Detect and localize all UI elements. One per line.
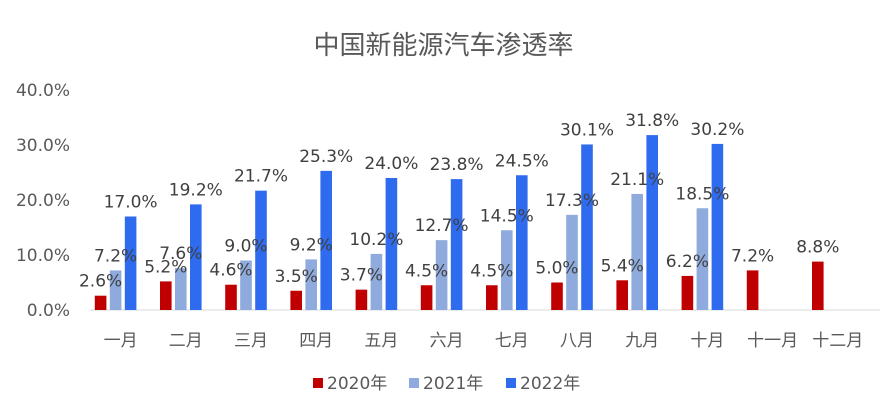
y-tick-label: 20.0% [16, 191, 70, 211]
x-tick-label: 六月 [430, 331, 464, 351]
bar-2021年-三月 [240, 260, 252, 310]
bar-2022年-一月 [124, 216, 137, 310]
bar-2020年-十一月 [746, 270, 759, 310]
data-label-2022年-五月: 24.0% [364, 154, 418, 174]
data-label-2022年-一月: 17.0% [104, 193, 158, 213]
bar-2021年-四月 [305, 259, 317, 310]
data-label-2022年-八月: 30.1% [560, 120, 614, 140]
data-label-2020年-十月: 6.2% [666, 252, 709, 272]
x-tick-label: 五月 [364, 331, 398, 351]
bar-2022年-九月 [646, 135, 658, 310]
bar-2020年-二月 [160, 281, 172, 310]
bar-2021年-一月 [109, 270, 122, 310]
data-label-2020年-五月: 3.7% [340, 266, 383, 286]
data-label-2021年-九月: 21.1% [610, 170, 664, 190]
data-label-2020年-四月: 3.5% [275, 267, 318, 287]
y-tick-label: 0.0% [27, 301, 70, 321]
x-tick-label: 四月 [299, 331, 333, 351]
data-label-2022年-九月: 31.8% [625, 111, 679, 131]
data-label-2021年-四月: 9.2% [290, 235, 333, 255]
legend-swatch-2020年 [313, 378, 323, 388]
data-label-2020年-十二月: 8.8% [796, 238, 839, 258]
legend: 2020年 2021年 2022年 [313, 374, 580, 394]
bar-2020年-五月 [355, 289, 368, 310]
legend-label: 2021年 [423, 374, 483, 394]
bar-2020年-三月 [225, 284, 237, 310]
data-label-2022年-四月: 25.3% [299, 147, 353, 167]
bar-2020年-十月 [681, 275, 694, 310]
y-tick-label: 30.0% [16, 136, 70, 156]
x-tick-label: 一月 [104, 331, 138, 351]
bar-2022年-二月 [190, 204, 202, 310]
data-label-2020年-二月: 5.2% [144, 257, 187, 277]
x-tick-label: 二月 [169, 331, 203, 351]
x-tick-label: 十一月 [747, 331, 798, 351]
data-label-2022年-六月: 23.8% [430, 155, 484, 175]
data-label-2022年-三月: 21.7% [234, 167, 288, 187]
x-axis: 一月 二月 三月 四月 五月 六月 七月 八月 九月 十月 十一月 十二月 [90, 309, 880, 351]
x-tick-label: 九月 [625, 331, 659, 351]
x-tick-label: 八月 [560, 331, 594, 351]
data-label-2021年-六月: 12.7% [415, 216, 469, 236]
bar-2022年-六月 [450, 179, 463, 310]
data-label-2022年-七月: 24.5% [495, 151, 549, 171]
bar-2020年-一月 [94, 295, 107, 310]
bar-2021年-七月 [501, 230, 513, 310]
data-label-2021年-三月: 9.0% [224, 237, 267, 257]
data-label-2022年-十月: 30.2% [690, 120, 744, 140]
bar-series-group [94, 135, 824, 310]
bar-2022年-十月 [711, 143, 724, 310]
bar-2022年-三月 [255, 190, 267, 310]
data-label-2022年-二月: 19.2% [169, 180, 223, 200]
data-label-2020年-三月: 4.6% [209, 261, 252, 281]
x-tick-label: 十二月 [812, 331, 863, 351]
y-axis: 0.0% 10.0% 20.0% 30.0% 40.0% [16, 81, 70, 321]
x-tick-label: 十月 [690, 331, 724, 351]
bar-2022年-七月 [516, 175, 528, 310]
bar-2020年-六月 [420, 285, 433, 310]
y-tick-label: 10.0% [16, 246, 70, 266]
bar-2021年-十月 [696, 208, 709, 310]
data-label-2021年-八月: 17.3% [545, 191, 599, 211]
bar-2022年-五月 [385, 178, 398, 310]
data-label-2020年-八月: 5.0% [535, 259, 578, 279]
legend-swatch-2022年 [506, 378, 516, 388]
chart-title: 中国新能源汽车渗透率 [313, 31, 573, 61]
bar-2021年-六月 [435, 240, 448, 310]
data-label-2020年-十一月: 7.2% [731, 246, 774, 266]
legend-label: 2020年 [327, 374, 387, 394]
bar-2020年-八月 [551, 282, 563, 310]
data-label-2020年-九月: 5.4% [601, 256, 644, 276]
bar-2022年-八月 [581, 144, 593, 310]
x-tick-label: 三月 [234, 331, 268, 351]
bar-2020年-四月 [290, 290, 302, 310]
data-label-2020年-六月: 4.5% [405, 261, 448, 281]
legend-label: 2022年 [520, 374, 580, 394]
data-label-group: 2.6% 5.2% 4.6% 3.5% 3.7% 4.5% 4.5% 5.0% 5.4% 6.2%… [79, 111, 839, 292]
bar-2021年-二月 [175, 268, 187, 310]
data-label-2021年-七月: 14.5% [480, 206, 534, 226]
bar-2021年-五月 [370, 253, 383, 310]
bar-2021年-九月 [631, 193, 643, 310]
data-label-2021年-十月: 18.5% [675, 184, 729, 204]
bar-2020年-七月 [486, 285, 498, 310]
y-tick-label: 40.0% [16, 81, 70, 101]
data-label-2021年-一月: 7.2% [94, 246, 137, 266]
bar-2022年-四月 [320, 170, 332, 310]
x-tick-label: 七月 [495, 331, 529, 351]
bar-2021年-八月 [566, 214, 578, 310]
bar-2020年-十二月 [812, 261, 824, 310]
data-label-2021年-二月: 7.6% [159, 244, 202, 264]
legend-swatch-2021年 [409, 378, 419, 388]
data-label-2020年-一月: 2.6% [79, 272, 122, 292]
data-label-2020年-七月: 4.5% [470, 261, 513, 281]
data-label-2021年-五月: 10.2% [349, 230, 403, 250]
bar-2020年-九月 [616, 280, 628, 310]
